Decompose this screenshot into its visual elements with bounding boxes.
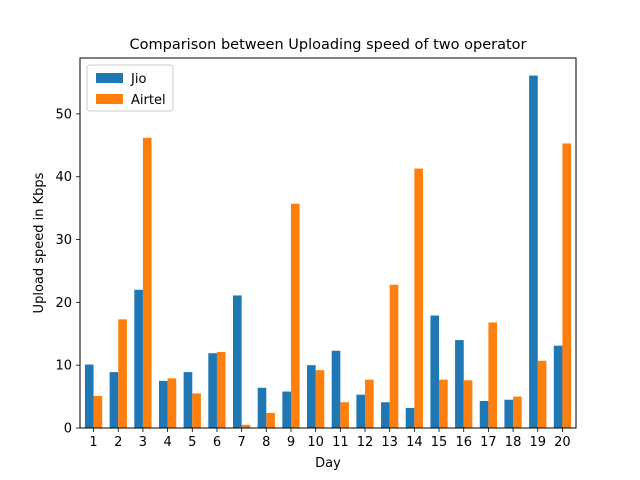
legend-swatch-jio <box>96 73 123 83</box>
bar-jio-day-11 <box>331 350 341 428</box>
bar-airtel-day-2 <box>118 319 127 428</box>
bar-jio-day-7 <box>232 295 242 428</box>
bar-jio-day-4 <box>158 380 168 428</box>
bar-jio-day-18 <box>504 399 514 428</box>
bar-airtel-day-11 <box>340 402 349 428</box>
y-tick-label: 20 <box>55 296 72 311</box>
bar-jio-day-13 <box>381 402 390 428</box>
x-tick-label: 12 <box>357 435 374 450</box>
x-tick-label: 4 <box>163 435 171 450</box>
bar-airtel-day-17 <box>488 322 498 428</box>
x-tick-label: 1 <box>89 435 97 450</box>
bar-airtel-day-3 <box>142 137 152 428</box>
x-tick-label: 14 <box>406 435 423 450</box>
bar-airtel-day-8 <box>266 412 275 428</box>
bar-airtel-day-4 <box>167 378 177 428</box>
bar-airtel-day-19 <box>537 360 547 428</box>
bar-airtel-day-18 <box>513 396 522 428</box>
legend-label-airtel: Airtel <box>131 93 166 108</box>
bar-jio-day-6 <box>208 353 217 428</box>
x-axis-label: Day <box>315 456 341 471</box>
x-tick-label: 16 <box>455 435 472 450</box>
bar-jio-day-15 <box>430 315 440 428</box>
x-tick-label: 17 <box>480 435 497 450</box>
x-tick-label: 20 <box>554 435 571 450</box>
x-tick-label: 8 <box>262 435 270 450</box>
y-tick-label: 10 <box>55 359 72 374</box>
y-axis-label: Upload speed in Kbps <box>32 172 47 313</box>
bar-airtel-day-15 <box>439 379 448 428</box>
bar-airtel-day-10 <box>315 370 325 428</box>
x-tick-label: 3 <box>139 435 147 450</box>
bar-airtel-day-5 <box>192 393 201 428</box>
bar-airtel-day-20 <box>562 143 572 429</box>
bar-jio-day-17 <box>479 400 489 428</box>
legend: Jio Airtel <box>86 64 174 112</box>
x-tick-label: 18 <box>505 435 522 450</box>
bar-airtel-day-9 <box>290 203 300 428</box>
x-tick-label: 10 <box>307 435 324 450</box>
bar-airtel-day-16 <box>463 380 473 428</box>
y-tick-label: 30 <box>55 233 72 248</box>
bar-jio-day-2 <box>109 372 119 428</box>
bar-airtel-day-14 <box>414 168 424 428</box>
y-tick-label: 0 <box>64 422 72 437</box>
x-tick-label: 7 <box>237 435 245 450</box>
bar-jio-day-10 <box>307 365 316 428</box>
x-tick-label: 19 <box>529 435 546 450</box>
x-tick-label: 2 <box>114 435 122 450</box>
bar-airtel-day-7 <box>241 424 251 428</box>
bar-jio-day-5 <box>183 372 193 428</box>
bar-jio-day-20 <box>553 345 563 428</box>
bar-jio-day-1 <box>84 364 94 428</box>
bar-airtel-day-1 <box>93 395 103 428</box>
x-tick-label: 5 <box>188 435 196 450</box>
y-tick-label: 40 <box>55 170 72 185</box>
x-tick-label: 6 <box>213 435 221 450</box>
legend-label-jio: Jio <box>130 72 146 87</box>
bar-airtel-day-6 <box>216 351 226 428</box>
x-tick-label: 15 <box>431 435 448 450</box>
x-tick-label: 13 <box>381 435 398 450</box>
plot-area: 1 2 3 4 5 6 7 8 9 10 11 12 13 14 15 16 17 18 19 20010203040… <box>55 75 572 450</box>
x-tick-label: 9 <box>287 435 295 450</box>
y-tick-label: 50 <box>55 107 72 122</box>
bar-airtel-day-13 <box>389 284 399 428</box>
x-tick-label: 11 <box>332 435 349 450</box>
chart-title: Comparison between Uploading speed of tw… <box>130 37 527 53</box>
legend-swatch-airtel <box>96 94 123 104</box>
bar-jio-day-16 <box>455 340 464 428</box>
bar-jio-day-8 <box>257 387 267 428</box>
bar-jio-day-12 <box>356 394 366 428</box>
bar-jio-day-9 <box>282 391 291 428</box>
bar-airtel-day-12 <box>365 379 374 428</box>
bar-jio-day-14 <box>405 407 415 428</box>
bar-jio-day-19 <box>529 75 538 428</box>
plot-frame <box>79 57 577 429</box>
bar-jio-day-3 <box>134 289 143 428</box>
